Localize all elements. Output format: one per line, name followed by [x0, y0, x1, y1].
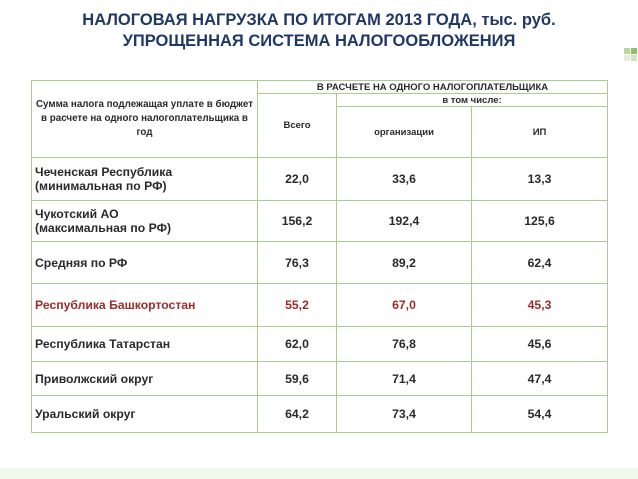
- cell-total: 22,0: [257, 157, 337, 201]
- table-row: Уральский округ 64,2 73,4 54,4: [31, 395, 609, 433]
- row-label: Приволжский округ: [31, 361, 258, 396]
- row-label-line1: Чукотский АО: [35, 207, 119, 221]
- cell-organizations: 73,4: [336, 395, 472, 433]
- tax-burden-table: Сумма налога подлежащая уплате в бюджет …: [31, 80, 609, 433]
- table-row-highlighted: Республика Башкортостан 55,2 67,0 45,3: [31, 283, 609, 327]
- row-label: Чукотский АО (максимальная по РФ): [31, 200, 258, 242]
- cell-total: 62,0: [257, 326, 337, 362]
- cell-total: 55,2: [257, 283, 337, 327]
- cell-ip: 62,4: [470, 241, 609, 284]
- header-ip: ИП: [470, 106, 609, 158]
- table-row: Чеченская Республика (минимальная по РФ) …: [31, 157, 609, 201]
- cell-organizations: 33,6: [336, 157, 472, 201]
- cell-ip: 125,6: [470, 200, 609, 242]
- decorative-squares-icon: [624, 48, 637, 61]
- cell-total: 156,2: [257, 200, 337, 242]
- cell-organizations: 192,4: [336, 200, 472, 242]
- cell-total: 59,6: [257, 361, 337, 396]
- row-label-line2: (максимальная по РФ): [35, 221, 172, 235]
- row-label: Республика Башкортостан: [31, 283, 258, 327]
- cell-ip: 45,6: [470, 326, 609, 362]
- row-label-line2: (минимальная по РФ): [35, 179, 167, 193]
- header-organizations: организации: [336, 106, 472, 158]
- header-total: Всего: [257, 93, 337, 158]
- cell-organizations: 67,0: [336, 283, 472, 327]
- slide-title: НАЛОГОВАЯ НАГРУЗКА ПО ИТОГАМ 2013 ГОДА, …: [0, 10, 638, 52]
- cell-organizations: 76,8: [336, 326, 472, 362]
- row-label: Средняя по РФ: [31, 241, 258, 284]
- header-including: в том числе:: [335, 93, 609, 107]
- table-row: Чукотский АО (максимальная по РФ) 156,2 1…: [31, 200, 609, 242]
- table-row: Республика Татарстан 62,0 76,8 45,6: [31, 326, 609, 362]
- table-row: Приволжский округ 59,6 71,4 47,4: [31, 361, 609, 396]
- cell-organizations: 89,2: [336, 241, 472, 284]
- row-label: Чеченская Республика (минимальная по РФ): [31, 157, 258, 201]
- row-label-line1: Чеченская Республика: [35, 165, 173, 179]
- cell-ip: 13,3: [470, 157, 609, 201]
- header-description: Сумма налога подлежащая уплате в бюджет …: [31, 80, 258, 158]
- title-line-2: УПРОЩЕННАЯ СИСТЕМА НАЛОГООБЛОЖЕНИЯ: [122, 32, 516, 50]
- cell-organizations: 71,4: [336, 361, 472, 396]
- title-line-1: НАЛОГОВАЯ НАГРУЗКА ПО ИТОГАМ 2013 ГОДА, …: [82, 11, 556, 29]
- cell-ip: 54,4: [470, 395, 609, 433]
- cell-ip: 47,4: [470, 361, 609, 396]
- row-label: Уральский округ: [31, 395, 258, 433]
- header-group: В РАСЧЕТЕ НА ОДНОГО НАЛОГОПЛАТЕЛЬЩИКА: [256, 80, 609, 94]
- cell-ip: 45,3: [470, 283, 609, 327]
- cell-total: 76,3: [257, 241, 337, 284]
- footer-band: [0, 468, 638, 479]
- row-label: Республика Татарстан: [31, 326, 258, 362]
- table-row: Средняя по РФ 76,3 89,2 62,4: [31, 241, 609, 284]
- cell-total: 64,2: [257, 395, 337, 433]
